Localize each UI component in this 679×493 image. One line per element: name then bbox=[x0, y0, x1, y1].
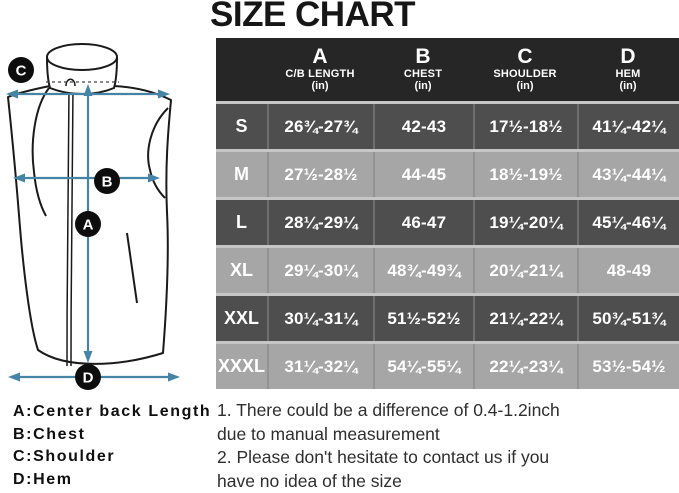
cell-value: 44-45 bbox=[373, 152, 473, 197]
cell-value: 41¼-42¼ bbox=[577, 104, 679, 149]
svg-text:A: A bbox=[83, 217, 94, 234]
marker-C: C bbox=[8, 57, 34, 83]
table-row-m: M 27½-28½ 44-45 18½-19½ 43¼-44¼ bbox=[216, 149, 679, 197]
notes-block: 1. There could be a difference of 0.4-1.… bbox=[217, 399, 677, 493]
legend-item-c: C:Shoulder bbox=[13, 446, 211, 469]
size-chart-table: A C/B LENGTH (in) B CHEST (in) C SHOULDE… bbox=[216, 38, 679, 389]
cell-value: 42-43 bbox=[373, 104, 473, 149]
legend-item-b: B:Chest bbox=[13, 424, 211, 447]
vest-diagram: C B A D bbox=[0, 22, 210, 400]
cell-value: 50¾-51¾ bbox=[577, 296, 679, 341]
collar-top bbox=[47, 44, 117, 70]
cell-value: 22¼-23¼ bbox=[473, 344, 577, 389]
cell-value: 19¼-20¼ bbox=[473, 200, 577, 245]
marker-A: A bbox=[75, 211, 101, 237]
cell-value: 30¼-31¼ bbox=[267, 296, 373, 341]
table-row-s: S 26¾-27¾ 42-43 17½-18½ 41¼-42¼ bbox=[216, 101, 679, 149]
cell-value: 21¼-22¼ bbox=[473, 296, 577, 341]
size-label: XXL bbox=[216, 296, 267, 341]
header-col-a: A C/B LENGTH (in) bbox=[267, 38, 373, 101]
cell-value: 43¼-44¼ bbox=[577, 152, 679, 197]
cell-value: 48¾-49¾ bbox=[373, 248, 473, 293]
svg-text:D: D bbox=[83, 370, 94, 387]
cell-value: 45¼-46¼ bbox=[577, 200, 679, 245]
marker-B: B bbox=[94, 168, 120, 194]
table-row-xl: XL 29¼-30¼ 48¾-49¾ 20¼-21¼ 48-49 bbox=[216, 245, 679, 293]
table-row-xxl: XXL 30¼-31¼ 51½-52½ 21¼-22¼ 50¾-51¾ bbox=[216, 293, 679, 341]
marker-D: D bbox=[75, 364, 101, 390]
note-line: 1. There could be a difference of 0.4-1.… bbox=[217, 399, 677, 423]
cell-value: 26¾-27¾ bbox=[267, 104, 373, 149]
page-title: SIZE CHART bbox=[210, 0, 415, 37]
measurement-legend: A:Center back Length B:Chest C:Shoulder … bbox=[13, 401, 211, 491]
cell-value: 48-49 bbox=[577, 248, 679, 293]
cell-value: 28¼-29¼ bbox=[267, 200, 373, 245]
header-col-c: C SHOULDER (in) bbox=[473, 38, 577, 101]
cell-value: 31¼-32¼ bbox=[267, 344, 373, 389]
cell-value: 29¼-30¼ bbox=[267, 248, 373, 293]
size-label: XL bbox=[216, 248, 267, 293]
header-col-d: D HEM (in) bbox=[577, 38, 679, 101]
cell-value: 18½-19½ bbox=[473, 152, 577, 197]
header-col-b: B CHEST (in) bbox=[373, 38, 473, 101]
size-label: XXXL bbox=[216, 344, 267, 389]
note-line: 2. Please don't hesitate to contact us i… bbox=[217, 446, 677, 470]
cell-value: 27½-28½ bbox=[267, 152, 373, 197]
svg-text:C: C bbox=[16, 63, 27, 80]
size-label: M bbox=[216, 152, 267, 197]
cell-value: 20¼-21¼ bbox=[473, 248, 577, 293]
cell-value: 54¼-55¼ bbox=[373, 344, 473, 389]
note-line: due to manual measurement bbox=[217, 423, 677, 447]
cell-value: 51½-52½ bbox=[373, 296, 473, 341]
header-corner-cell bbox=[216, 38, 267, 101]
note-line: have no idea of the size bbox=[217, 470, 677, 493]
table-row-xxxl: XXXL 31¼-32¼ 54¼-55¼ 22¼-23¼ 53½-54½ bbox=[216, 341, 679, 389]
size-label: L bbox=[216, 200, 267, 245]
size-label: S bbox=[216, 104, 267, 149]
table-row-l: L 28¼-29¼ 46-47 19¼-20¼ 45¼-46¼ bbox=[216, 197, 679, 245]
cell-value: 46-47 bbox=[373, 200, 473, 245]
svg-text:B: B bbox=[102, 174, 113, 191]
table-header-row: A C/B LENGTH (in) B CHEST (in) C SHOULDE… bbox=[216, 38, 679, 101]
cell-value: 17½-18½ bbox=[473, 104, 577, 149]
cell-value: 53½-54½ bbox=[577, 344, 679, 389]
legend-item-a: A:Center back Length bbox=[13, 401, 211, 424]
